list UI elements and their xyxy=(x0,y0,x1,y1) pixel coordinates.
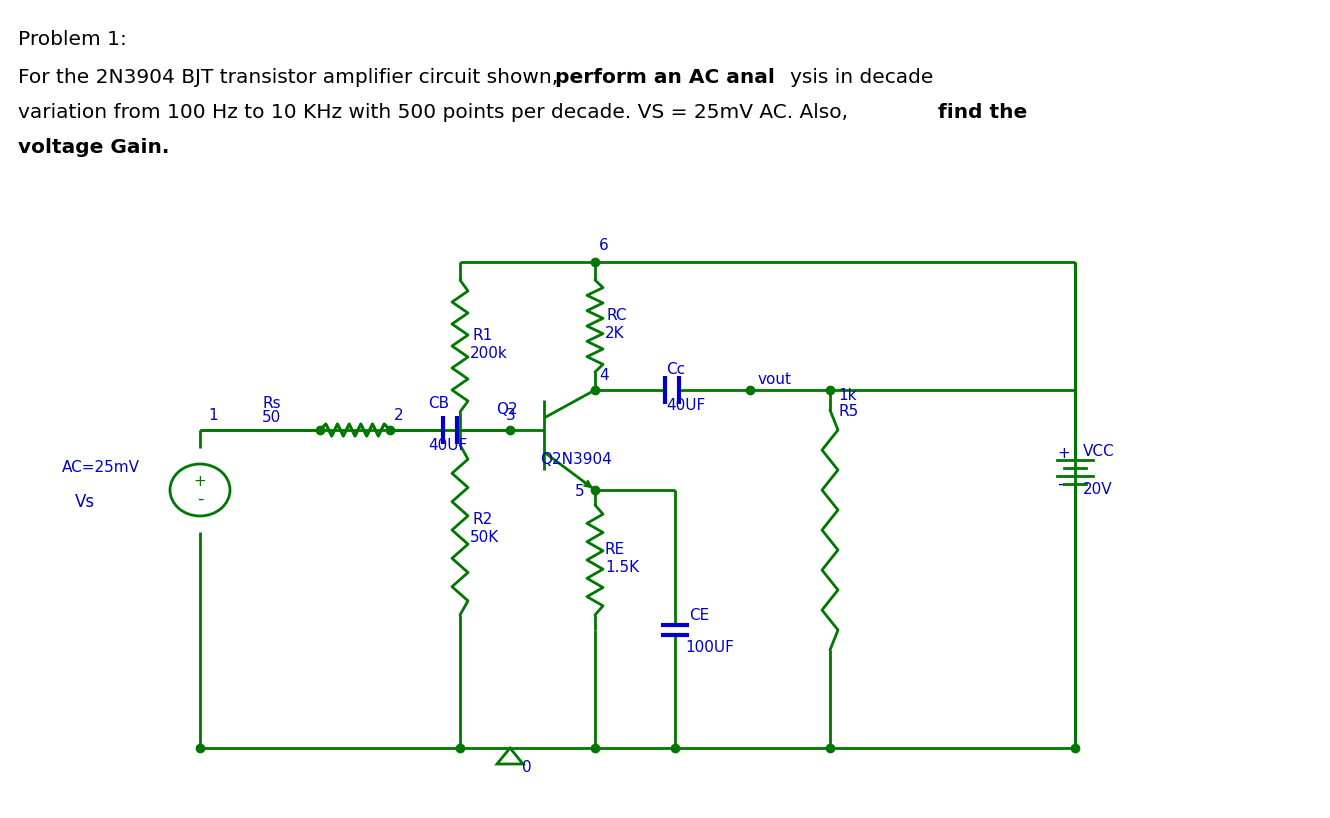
Text: Rs: Rs xyxy=(262,395,281,411)
Text: 4: 4 xyxy=(598,368,609,384)
Text: 2K: 2K xyxy=(605,326,625,341)
Text: +: + xyxy=(194,474,206,488)
Text: variation from 100 Hz to 10 KHz with 500 points per decade. VS = 25mV AC. Also,: variation from 100 Hz to 10 KHz with 500… xyxy=(19,103,854,122)
Text: 6: 6 xyxy=(598,239,609,254)
Text: Vs: Vs xyxy=(74,493,96,511)
Text: voltage Gain.: voltage Gain. xyxy=(19,138,169,157)
Text: +: + xyxy=(1057,447,1069,461)
Text: RE: RE xyxy=(605,542,625,558)
Text: 100UF: 100UF xyxy=(685,640,734,655)
Text: 40UF: 40UF xyxy=(666,398,705,414)
Text: find the: find the xyxy=(938,103,1027,122)
Text: 20V: 20V xyxy=(1083,483,1113,497)
Text: 1k: 1k xyxy=(838,388,857,402)
Text: 1: 1 xyxy=(207,408,218,424)
Text: CB: CB xyxy=(428,397,450,411)
Text: AC=25mV: AC=25mV xyxy=(63,461,140,475)
Text: 2: 2 xyxy=(394,408,403,424)
Text: 200k: 200k xyxy=(469,347,508,362)
Text: -: - xyxy=(197,490,203,508)
Text: For the 2N3904 BJT transistor amplifier circuit shown,: For the 2N3904 BJT transistor amplifier … xyxy=(19,68,565,87)
Text: ysis in decade: ysis in decade xyxy=(790,68,934,87)
Text: 50K: 50K xyxy=(469,531,499,546)
Text: Cc: Cc xyxy=(666,362,685,377)
Text: 5: 5 xyxy=(575,484,585,500)
Text: CE: CE xyxy=(689,609,709,623)
Text: R2: R2 xyxy=(472,513,492,528)
Text: 3: 3 xyxy=(505,408,516,424)
Text: vout: vout xyxy=(758,372,791,388)
Text: 0: 0 xyxy=(521,761,532,775)
Text: perform an AC anal: perform an AC anal xyxy=(555,68,775,87)
Text: Q2: Q2 xyxy=(496,402,517,417)
Text: R1: R1 xyxy=(472,329,492,344)
Text: RC: RC xyxy=(606,308,628,323)
Text: -: - xyxy=(1057,475,1064,493)
Text: R5: R5 xyxy=(838,404,858,420)
Text: VCC: VCC xyxy=(1083,444,1115,460)
Text: 1.5K: 1.5K xyxy=(605,560,640,576)
Text: Q2N3904: Q2N3904 xyxy=(540,452,612,468)
Text: 50: 50 xyxy=(262,410,281,425)
Text: 40UF: 40UF xyxy=(428,438,467,453)
Text: Problem 1:: Problem 1: xyxy=(19,30,126,49)
